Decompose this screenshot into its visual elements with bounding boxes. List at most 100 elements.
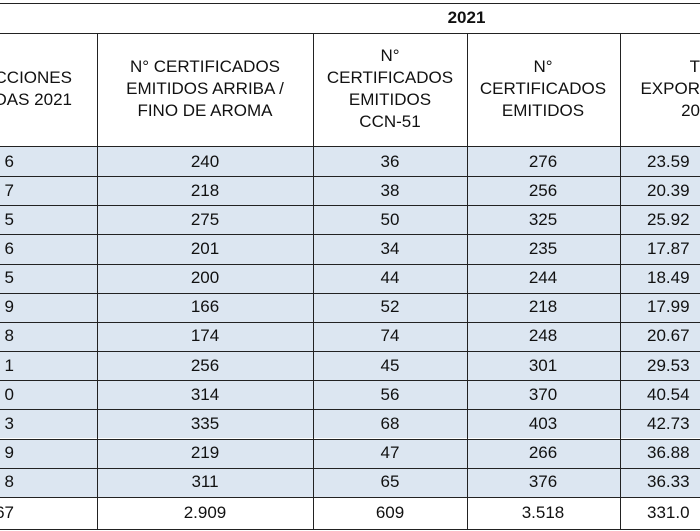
cell-text: 34 bbox=[380, 239, 400, 259]
column-line bbox=[467, 33, 468, 529]
column-header: N° CERTIFICADOS bbox=[129, 57, 281, 76]
cell-text: 244 bbox=[528, 268, 558, 288]
cell-text: 5 bbox=[4, 209, 14, 229]
cell-text: 256 bbox=[528, 180, 558, 200]
year-header: 2021 bbox=[447, 8, 486, 27]
cell-text: 6 bbox=[4, 151, 14, 171]
row-line bbox=[0, 321, 700, 323]
cell-text: 311 bbox=[191, 472, 219, 492]
total-text: 67 bbox=[0, 503, 14, 522]
cell-text: 20.67 bbox=[647, 326, 690, 346]
row-fill bbox=[0, 321, 700, 352]
cell-text: 45 bbox=[380, 355, 400, 375]
column-header: DAS 2021 bbox=[0, 90, 72, 109]
cell-text: 325 bbox=[528, 209, 558, 229]
cell-text: 370 bbox=[528, 384, 558, 404]
cell-text: 8 bbox=[4, 472, 14, 492]
column-line bbox=[313, 33, 314, 529]
cell-text: 200 bbox=[190, 268, 220, 288]
row-line bbox=[0, 292, 700, 294]
cell-text: 174 bbox=[190, 326, 220, 346]
cell-text: 314 bbox=[190, 384, 220, 404]
cell-text: 25.92 bbox=[647, 209, 690, 229]
border bbox=[0, 146, 700, 147]
border bbox=[0, 3, 700, 4]
cell-text: 23.59 bbox=[647, 151, 690, 171]
cell-text: 65 bbox=[380, 472, 400, 492]
cell-text: 1 bbox=[4, 355, 14, 375]
cell-text: 248 bbox=[528, 326, 558, 346]
cell-text: 68 bbox=[380, 413, 400, 433]
cell-text: 36.33 bbox=[647, 472, 690, 492]
row-line bbox=[0, 205, 700, 207]
column-header: 20 bbox=[681, 101, 700, 120]
row-line bbox=[0, 176, 700, 178]
row-line bbox=[0, 234, 700, 236]
border bbox=[0, 529, 700, 530]
cell-text: 403 bbox=[528, 413, 558, 433]
row-fill bbox=[0, 147, 700, 177]
cell-text: 20.39 bbox=[647, 180, 690, 200]
cell-text: 166 bbox=[190, 297, 220, 317]
cell-text: 218 bbox=[190, 180, 220, 200]
cell-text: 201 bbox=[190, 239, 220, 259]
cell-text: 256 bbox=[190, 355, 220, 375]
row-fill bbox=[0, 205, 700, 235]
cell-text: 17.87 bbox=[647, 239, 690, 259]
border bbox=[0, 33, 700, 34]
cell-text: 275 bbox=[190, 209, 220, 229]
row-fill bbox=[0, 380, 700, 410]
row-line bbox=[0, 409, 700, 411]
column-header: FINO DE AROMA bbox=[137, 101, 273, 120]
cell-text: 74 bbox=[380, 326, 400, 346]
cell-text: 56 bbox=[380, 384, 400, 404]
row-line bbox=[0, 438, 700, 440]
cell-text: 47 bbox=[380, 443, 400, 463]
cell-text: 9 bbox=[4, 443, 14, 463]
column-line bbox=[97, 33, 98, 529]
cell-text: 218 bbox=[528, 297, 558, 317]
total-text: 2.909 bbox=[183, 503, 227, 522]
row-fill bbox=[0, 438, 700, 468]
column-header: N° bbox=[533, 57, 553, 76]
cell-text: 376 bbox=[528, 472, 558, 492]
cell-text: 50 bbox=[380, 209, 400, 229]
cell-text: 7 bbox=[4, 180, 14, 200]
cell-text: 219 bbox=[190, 443, 220, 463]
column-header: EMITIDOS bbox=[348, 90, 432, 109]
cell-text: 36 bbox=[380, 151, 400, 171]
total-text: 331.0 bbox=[647, 503, 690, 522]
row-fill bbox=[0, 263, 700, 293]
cell-text: 240 bbox=[190, 151, 220, 171]
column-header: N° bbox=[380, 46, 400, 65]
row-fill bbox=[0, 467, 700, 497]
cell-text: 9 bbox=[4, 297, 14, 317]
total-text: 609 bbox=[375, 503, 405, 522]
row-fill bbox=[0, 351, 700, 381]
cell-text: 301 bbox=[528, 355, 558, 375]
cell-text: 36.88 bbox=[647, 443, 690, 463]
cell-text: 276 bbox=[528, 151, 558, 171]
column-header: CCIONES bbox=[0, 68, 72, 87]
cell-text: 3 bbox=[4, 413, 14, 433]
cell-text: 44 bbox=[380, 268, 400, 288]
column-header: EMITIDOS bbox=[501, 101, 585, 120]
border bbox=[0, 497, 700, 498]
row-line bbox=[0, 380, 700, 382]
row-line bbox=[0, 467, 700, 469]
cell-text: 52 bbox=[380, 297, 400, 317]
cell-text: 266 bbox=[528, 443, 558, 463]
row-fill bbox=[0, 234, 700, 264]
row-fill bbox=[0, 409, 700, 439]
cell-text: 0 bbox=[4, 384, 14, 404]
row-fill bbox=[0, 292, 700, 322]
cell-text: 17.99 bbox=[647, 297, 690, 317]
column-header: EXPOR bbox=[640, 79, 700, 98]
row-line bbox=[0, 351, 700, 353]
cell-text: 40.54 bbox=[647, 384, 690, 404]
cell-text: 5 bbox=[4, 268, 14, 288]
cell-text: 42.73 bbox=[647, 413, 690, 433]
cell-text: 29.53 bbox=[647, 355, 690, 375]
column-line bbox=[620, 33, 621, 529]
